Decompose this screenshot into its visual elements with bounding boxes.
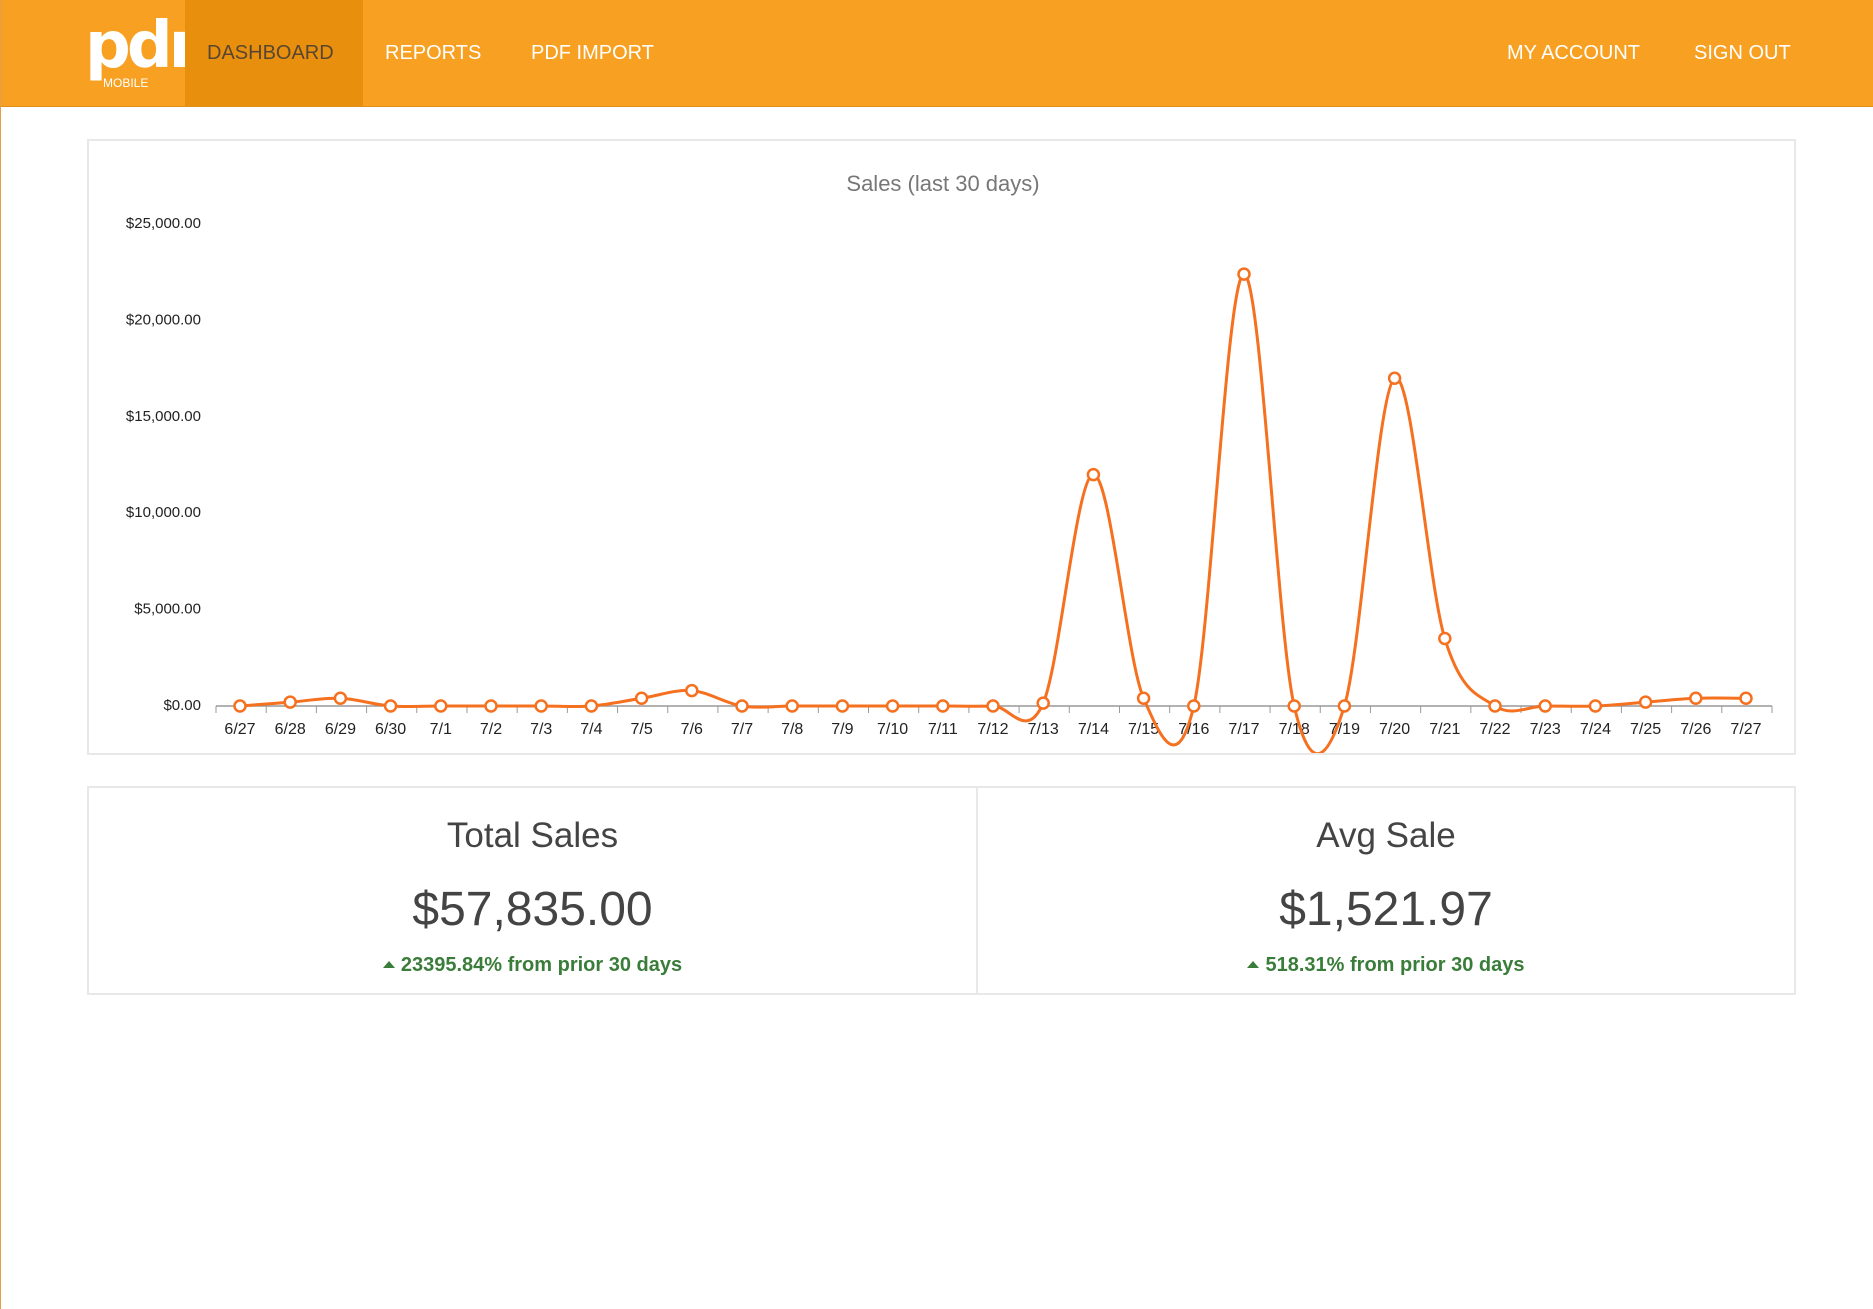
x-tick-label: 7/15 [1128,721,1159,738]
stat-title: Total Sales [446,816,619,855]
data-point [1438,631,1452,646]
data-point [1086,467,1101,482]
data-point [785,699,799,713]
data-point [1638,695,1653,709]
data-point [735,699,749,713]
stat-card: Total Sales $57,835.00 23395.84% from pr… [89,788,978,993]
x-tick-label: 7/1 [430,721,452,738]
data-point [885,699,900,713]
x-tick-label: 7/4 [580,721,602,738]
stat-card: Avg Sale $1,521.97 518.31% from prior 30… [978,788,1794,993]
up-arrow [382,961,395,968]
x-tick-label: 7/22 [1479,721,1510,738]
x-tick-label: 7/8 [781,721,803,738]
x-tick-label: 7/17 [1228,721,1259,738]
data-point [534,699,548,713]
data-point [1387,371,1402,385]
data-point [283,695,297,709]
x-tick-label: 7/6 [681,721,703,738]
data-point [1488,699,1502,713]
navbar: pdr MOBILE DASHBOARD REPORTS PDF IMPORT … [1,0,1873,107]
data-point [835,699,850,713]
y-tick-label: $5,000.00 [134,601,201,618]
chart-title: Sales (last 30 days) [846,171,1039,196]
x-tick-label: 7/11 [928,721,958,738]
x-tick-label: 7/20 [1379,721,1410,738]
logo-text: pdr [85,9,200,83]
x-tick-label: 6/30 [375,721,406,738]
logo-sub: MOBILE [103,76,149,90]
nav-pdf-import[interactable]: PDF IMPORT [531,42,654,64]
x-tick-label: 7/5 [630,721,652,738]
x-tick-label: 7/25 [1630,721,1661,738]
x-tick-label: 6/28 [275,721,306,738]
data-point [434,699,448,713]
data-point [1337,699,1352,713]
y-tick-label: $0.00 [163,697,201,714]
x-tick-label: 7/9 [831,721,853,738]
data-point [1739,691,1753,706]
data-point [333,691,348,706]
data-point [634,691,649,706]
data-point [685,683,699,698]
nav-my-account[interactable]: MY ACCOUNT [1507,42,1640,64]
stats-panel: Total Sales $57,835.00 23395.84% from pr… [87,786,1796,995]
x-tick-label: 7/23 [1530,721,1561,738]
stat-title: Avg Sale [1316,816,1456,855]
x-tick-label: 7/21 [1429,721,1460,738]
x-tick-label: 7/13 [1028,721,1059,738]
x-tick-label: 7/26 [1680,721,1711,738]
data-point [1136,691,1151,706]
y-tick-label: $10,000.00 [126,504,201,521]
data-point [1538,699,1552,713]
nav-dashboard[interactable]: DASHBOARD [185,0,363,106]
x-tick-label: 7/14 [1078,721,1109,738]
nav-sign-out[interactable]: SIGN OUT [1694,42,1791,64]
stat-change-text: 23395.84% from prior 30 days [400,954,683,976]
data-point [986,699,1000,713]
up-arrow [1247,961,1260,968]
stat-change-text: 518.31% from prior 30 days [1265,954,1525,976]
data-point [233,699,247,713]
x-tick-label: 7/12 [977,721,1008,738]
data-point [1036,696,1050,710]
sales-line [239,272,1747,756]
y-tick-label: $20,000.00 [126,311,201,328]
logo[interactable]: pdr MOBILE [85,9,200,93]
x-tick-label: 7/3 [530,721,552,738]
x-tick-label: 7/18 [1279,721,1310,738]
x-tick-label: 7/24 [1580,721,1611,738]
data-point [383,699,398,713]
x-tick-label: 7/10 [877,721,908,738]
data-point [1237,267,1251,281]
x-tick-label: 7/7 [731,721,753,738]
stat-change: 518.31% from prior 30 days [978,954,1794,977]
nav-reports[interactable]: REPORTS [385,42,482,64]
chart-panel: Sales (last 30 days) $0.00 $5,000.00 $10,0… [87,139,1796,756]
stat-value: $57,835.00 [412,883,653,936]
x-tick-label: 7/2 [480,721,502,738]
data-point [1588,699,1603,713]
data-point [936,699,950,713]
stat-change: 23395.84% from prior 30 days [89,954,976,977]
data-point [1187,699,1201,713]
stat-value: $1,521.97 [1279,883,1493,936]
x-tick-label: 6/27 [224,721,255,738]
x-tick-label: 7/27 [1730,721,1761,738]
chart: Sales (last 30 days) $0.00 $5,000.00 $10,0… [126,171,1773,756]
data-point [484,699,498,713]
data-point [1287,699,1301,713]
data-point [584,699,599,713]
y-tick-label: $15,000.00 [126,408,201,425]
x-tick-label: 6/29 [325,721,356,738]
data-point [1689,691,1703,706]
y-tick-label: $25,000.00 [126,215,201,232]
